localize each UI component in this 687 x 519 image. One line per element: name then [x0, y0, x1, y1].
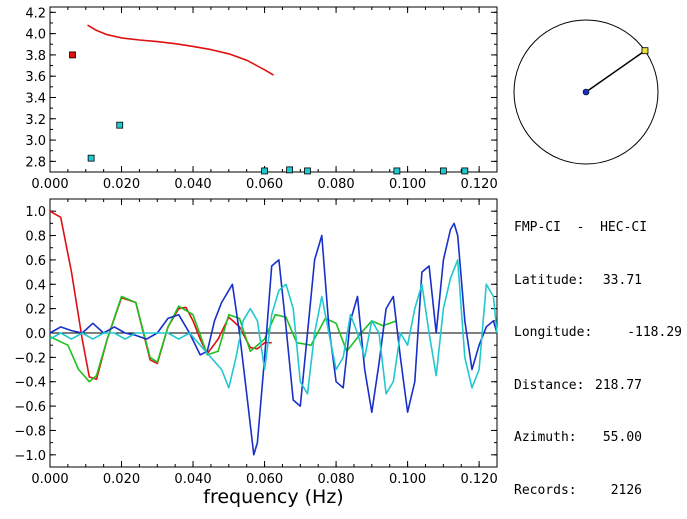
data-marker	[304, 167, 311, 175]
y-tick-label: 4.2	[25, 6, 46, 21]
station-origin-dot	[582, 88, 590, 96]
data-marker	[87, 154, 95, 162]
y-tick-label: 3.0	[25, 134, 46, 149]
data-marker	[393, 167, 401, 175]
y-tick-label: 0.4	[25, 278, 46, 293]
y-tick-label: −0.8	[14, 424, 46, 439]
x-tick-label: 0.120	[461, 177, 498, 192]
x-tick-label: 0.100	[389, 177, 426, 192]
distance-label: Distance:	[514, 377, 585, 393]
x-tick-label: 0.080	[317, 177, 354, 192]
y-tick-label: −1.0	[14, 449, 46, 464]
y-tick-label: 0.0	[25, 327, 46, 342]
series-line-1	[49, 295, 398, 383]
x-tick-label: 0.060	[246, 472, 283, 487]
y-tick-label: 0.6	[25, 254, 46, 269]
x-axis-label: frequency (Hz)	[203, 486, 343, 508]
x-tick-label: 0.080	[317, 472, 354, 487]
data-marker	[439, 167, 447, 175]
y-tick-label: 2.8	[25, 155, 46, 170]
y-tick-label: 0.2	[25, 303, 46, 318]
y-tick-label: 3.8	[25, 49, 46, 64]
info-row-azimuth: Azimuth: 55.00	[514, 429, 682, 447]
y-tick-label: −0.2	[14, 351, 46, 366]
top-chart: 0.000 0.020 0.040 0.060 0.080 0.100 0.120 2.8 3.…	[25, 6, 497, 192]
info-row-latitude: Latitude: 33.71	[514, 272, 682, 290]
data-marker	[116, 121, 124, 129]
data-marker	[286, 166, 293, 174]
azimuth-needle	[585, 50, 646, 93]
azimuth-label: Azimuth:	[514, 430, 577, 445]
series-line-3	[49, 259, 498, 395]
station-target-marker	[641, 47, 649, 55]
y-tick-label: −0.4	[14, 376, 46, 391]
x-tick-label: 0.040	[174, 472, 211, 487]
info-row-records: Records: 2126	[514, 482, 682, 500]
y-tick-label: 3.2	[25, 113, 46, 128]
latitude-value: 33.71	[602, 272, 642, 288]
y-tick-label: 4.0	[25, 28, 46, 43]
compass-circle	[513, 19, 659, 165]
station-pair-title: FMP-CI - HEC-CI	[514, 220, 648, 235]
latitude-label: Latitude:	[514, 272, 585, 288]
y-tick-label: 1.0	[25, 205, 46, 220]
x-tick-label: 0.100	[389, 472, 426, 487]
info-row-longitude: Longitude: -118.29	[514, 324, 682, 342]
x-tick-label: 0.000	[31, 177, 68, 192]
bottom-chart: 0.000 0.020 0.040 0.060 0.080 0.100 0.120 1.0 0.…	[14, 198, 498, 508]
y-tick-label: 3.6	[25, 70, 46, 85]
records-value: 2126	[610, 482, 642, 498]
y-tick-label: 0.8	[25, 230, 46, 245]
y-tick-label: −0.6	[14, 400, 46, 415]
data-marker	[261, 167, 268, 175]
series-line-0	[49, 210, 272, 381]
station-info-panel: FMP-CI - HEC-CI Latitude: 33.71 Longitud…	[514, 184, 682, 517]
x-tick-label: 0.120	[461, 472, 498, 487]
data-marker	[69, 51, 76, 59]
x-tick-label: 0.020	[103, 177, 140, 192]
azimuth-value: 55.00	[602, 430, 642, 445]
info-row-distance: Distance: 218.77	[514, 377, 682, 395]
x-tick-label: 0.000	[31, 472, 68, 487]
x-tick-label: 0.020	[103, 472, 140, 487]
top-plot-frame	[49, 6, 498, 173]
longitude-label: Longitude:	[514, 325, 593, 340]
records-label: Records:	[514, 482, 577, 498]
data-marker	[461, 167, 469, 175]
series-line-2	[49, 222, 498, 456]
x-tick-label: 0.060	[246, 177, 283, 192]
azimuth-compass	[513, 19, 659, 165]
longitude-value: -118.29	[627, 325, 682, 340]
x-tick-label: 0.040	[174, 177, 211, 192]
y-tick-label: 3.4	[25, 91, 46, 106]
series-line-0	[87, 24, 274, 76]
distance-value: 218.77	[595, 377, 642, 393]
